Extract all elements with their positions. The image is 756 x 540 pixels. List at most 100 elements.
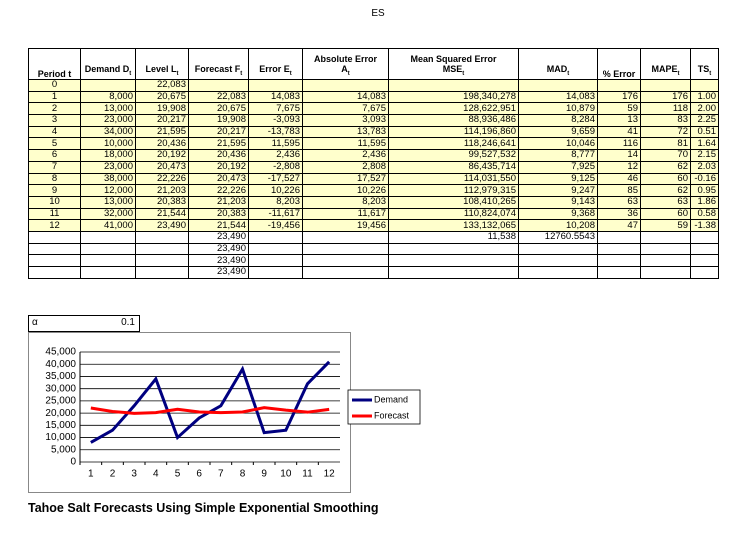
table-row: 3 23,000 20,217 19,908 -3,093 3,093 88,936,486… — [28, 114, 719, 127]
table-cell: 9,143 — [518, 195, 598, 209]
header-subscript: t — [176, 71, 179, 77]
table-cell: 21,544 — [135, 207, 189, 221]
table-cell: 2,436 — [302, 149, 389, 162]
table-cell: -11,617 — [248, 207, 303, 221]
header-symbol: F — [234, 64, 241, 75]
header-subscript: t — [462, 71, 465, 77]
table-cell: 20,436 — [188, 149, 249, 162]
table-cell: 21,203 — [188, 195, 249, 209]
table-cell: 1 — [28, 90, 81, 104]
table-cell: 7,675 — [302, 102, 389, 116]
table-row: 23,490 — [28, 266, 719, 279]
header-symbol: MSE — [442, 64, 463, 75]
table-cell: 8,203 — [302, 195, 389, 209]
table-cell — [28, 242, 81, 256]
table-cell — [690, 242, 719, 256]
table-cell — [248, 79, 303, 92]
table-cell: 20,192 — [188, 160, 249, 174]
table-cell — [388, 266, 519, 279]
table-cell: 20,675 — [188, 102, 249, 116]
es-table: Period t Demand Dt Level Lt Forecast Ft Erro… — [28, 48, 719, 279]
legend-label: Demand — [374, 394, 408, 404]
y-tick-label: 30,000 — [45, 383, 76, 394]
table-cell: 13,783 — [302, 125, 389, 139]
y-tick-label: 25,000 — [45, 396, 76, 407]
table-cell: 34,000 — [80, 125, 136, 139]
alpha-value: 0.1 — [121, 317, 135, 328]
table-cell — [188, 79, 249, 92]
column-header: Error Et — [248, 48, 303, 80]
legend-box — [347, 389, 421, 425]
table-cell: 47 — [597, 219, 641, 232]
table-cell — [80, 242, 136, 256]
table-cell: 133,132,065 — [388, 219, 519, 232]
column-header: TSt — [690, 48, 719, 80]
header-symbol: MAPE — [651, 64, 678, 75]
header-title: Level — [145, 64, 169, 75]
table-cell: 22,226 — [188, 184, 249, 197]
table-cell: 20,473 — [135, 160, 189, 174]
table-cell: 2.00 — [690, 102, 719, 116]
table-cell: 9,247 — [518, 184, 598, 197]
table-cell: 41 — [597, 125, 641, 139]
table-cell: 9,659 — [518, 125, 598, 139]
y-tick-label: 20,000 — [45, 408, 76, 419]
table-cell: 3,093 — [302, 114, 389, 127]
table-cell — [28, 266, 81, 279]
table-cell: -3,093 — [248, 114, 303, 127]
header-subscript: t — [240, 71, 243, 77]
sheet-title: ES — [371, 8, 385, 19]
table-cell: 62 — [640, 160, 691, 174]
table-cell: 20,383 — [188, 207, 249, 221]
table-cell: 0.51 — [690, 125, 719, 139]
table-cell: 22,226 — [135, 172, 189, 186]
table-cell — [518, 242, 598, 256]
table-cell: 8,203 — [248, 195, 303, 209]
table-cell — [302, 266, 389, 279]
table-cell — [640, 266, 691, 279]
table-cell: -13,783 — [248, 125, 303, 139]
table-cell: 10 — [28, 195, 81, 209]
table-cell: 112,979,315 — [388, 184, 519, 197]
x-tick-label: 7 — [218, 469, 224, 480]
table-cell: 198,340,278 — [388, 90, 519, 104]
table-cell — [690, 254, 719, 267]
table-cell — [388, 242, 519, 256]
table-cell: 81 — [640, 137, 691, 151]
x-tick-label: 2 — [110, 469, 116, 480]
y-tick-label: 10,000 — [45, 432, 76, 443]
alpha-label: α — [32, 317, 38, 328]
table-cell: 10,000 — [80, 137, 136, 151]
x-tick-label: 10 — [280, 469, 292, 480]
table-cell — [597, 230, 641, 244]
table-cell: 176 — [597, 90, 641, 104]
x-tick-label: 3 — [131, 469, 137, 480]
table-cell: -2,808 — [248, 160, 303, 174]
table-cell: 5 — [28, 137, 81, 151]
table-cell — [640, 230, 691, 244]
table-cell — [135, 230, 189, 244]
column-header: MAPEt — [640, 48, 691, 80]
table-cell: 83 — [640, 114, 691, 127]
x-tick-label: 6 — [196, 469, 202, 480]
table-cell: 12,000 — [80, 184, 136, 197]
table-cell: 6 — [28, 149, 81, 162]
table-cell — [690, 79, 719, 92]
table-cell — [302, 230, 389, 244]
table-cell: 3 — [28, 114, 81, 127]
table-cell — [302, 79, 389, 92]
table-row: 5 10,000 20,436 21,595 11,595 11,595 118,246,6… — [28, 137, 719, 151]
chart-caption: Tahoe Salt Forecasts Using Simple Expone… — [28, 501, 379, 515]
table-cell: 128,622,951 — [388, 102, 519, 116]
table-cell: 86,435,714 — [388, 160, 519, 174]
table-cell: 9,368 — [518, 207, 598, 221]
table-cell: 12 — [597, 160, 641, 174]
table-cell — [518, 79, 598, 92]
table-cell: 20,675 — [135, 90, 189, 104]
table-cell: 23,490 — [188, 266, 249, 279]
table-cell: 19,456 — [302, 219, 389, 232]
table-cell: 72 — [640, 125, 691, 139]
header-subscript: t — [709, 71, 712, 77]
table-cell: 176 — [640, 90, 691, 104]
table-cell: 70 — [640, 149, 691, 162]
